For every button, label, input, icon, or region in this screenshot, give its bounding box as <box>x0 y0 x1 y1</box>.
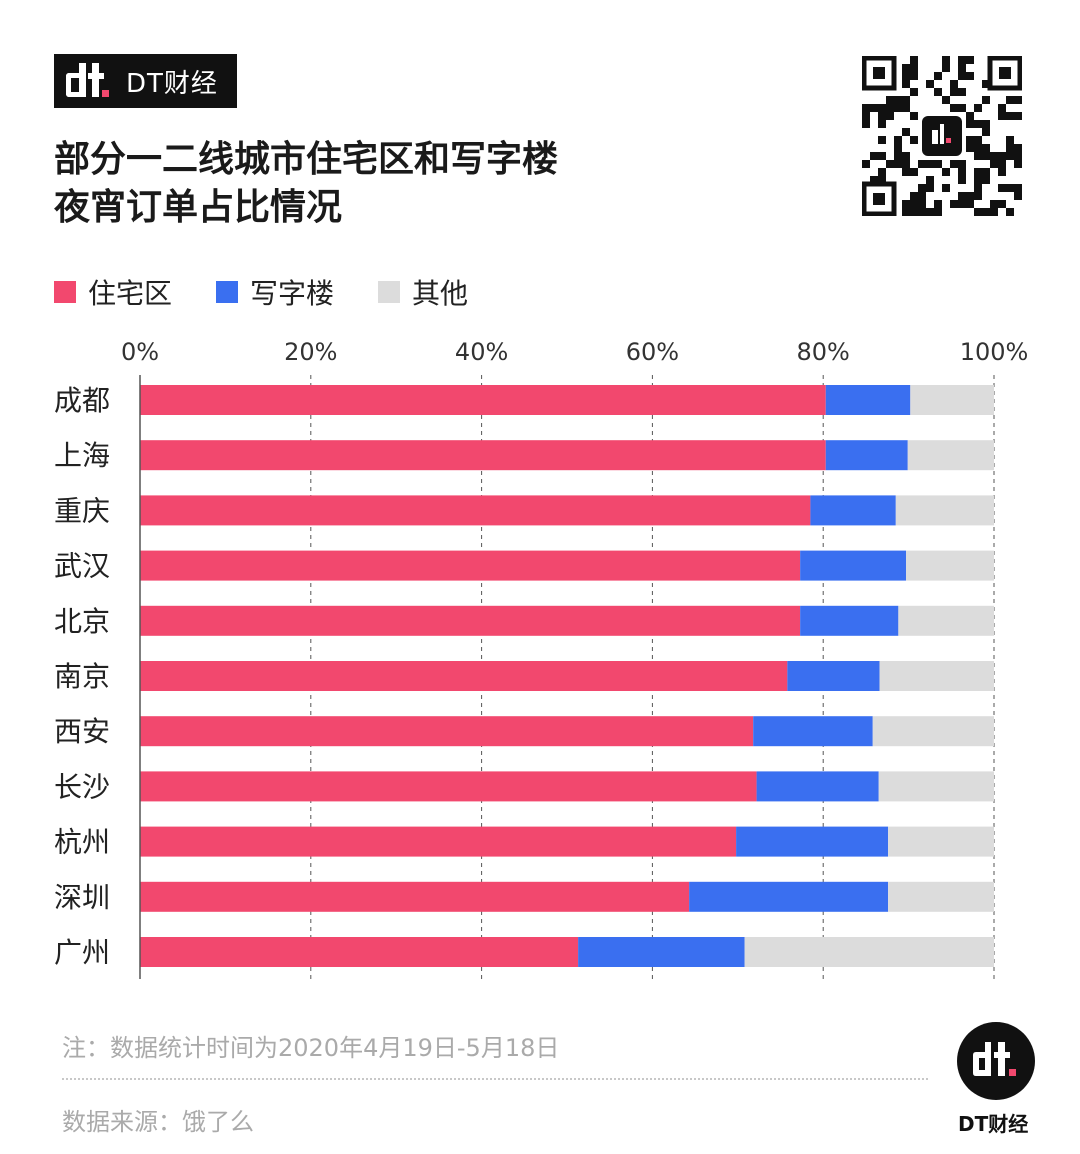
brand-badge: DT财经 <box>54 54 237 108</box>
bar-other <box>872 716 994 747</box>
chart-title: 部分一二线城市住宅区和写字楼 夜宵订单占比情况 <box>54 136 558 232</box>
category-label: 杭州 <box>54 826 110 859</box>
bar-other <box>906 550 994 581</box>
category-label: 武汉 <box>54 550 110 583</box>
logo-caption: DT财经 <box>958 1112 1029 1136</box>
bar-residential <box>140 771 757 802</box>
x-tick-label: 0% <box>121 338 159 366</box>
legend-swatch-other <box>378 281 401 303</box>
data-source: 数据来源：饿了么 <box>62 1108 254 1136</box>
bar-residential <box>140 440 826 471</box>
dt-circle-logo-icon <box>957 1022 1035 1100</box>
bar-other <box>895 495 994 526</box>
chart-title-line2: 夜宵订单占比情况 <box>54 187 343 228</box>
category-label: 重庆 <box>54 494 110 527</box>
bar-other <box>910 385 994 415</box>
legend-item-residential: 住宅区 <box>54 272 172 312</box>
bar-residential <box>140 716 754 747</box>
category-label: 深圳 <box>54 881 110 914</box>
legend-label-other: 其他 <box>412 277 469 310</box>
brand-name: DT财经 <box>126 68 218 99</box>
bar-other <box>888 826 994 857</box>
category-label: 成都 <box>54 384 110 417</box>
x-tick-label: 40% <box>455 338 508 366</box>
bar-office <box>825 385 911 415</box>
bar-other <box>744 937 994 967</box>
dt-logo-icon <box>66 63 116 99</box>
chart-title-line1: 部分一二线城市住宅区和写字楼 <box>54 139 559 180</box>
footer-divider <box>62 1078 928 1080</box>
bar-office <box>787 661 880 691</box>
bar-residential <box>140 385 826 415</box>
chart-legend: 住宅区 写字楼 其他 <box>54 272 512 312</box>
bar-office <box>800 550 907 581</box>
bar-other <box>898 605 994 636</box>
bar-office <box>736 826 889 857</box>
category-label: 上海 <box>54 439 110 472</box>
legend-item-office: 写字楼 <box>216 272 334 312</box>
bar-residential <box>140 826 737 857</box>
category-label: 广州 <box>54 936 110 969</box>
bar-residential <box>140 605 801 636</box>
bar-other <box>888 881 994 912</box>
bar-office <box>800 605 899 636</box>
x-tick-label: 100% <box>960 338 1029 366</box>
legend-label-residential: 住宅区 <box>88 277 173 310</box>
bar-office <box>753 716 873 747</box>
legend-label-office: 写字楼 <box>250 277 335 310</box>
bar-residential <box>140 937 579 967</box>
bar-other <box>907 440 994 471</box>
bar-residential <box>140 661 788 691</box>
bar-residential <box>140 881 690 912</box>
category-label: 长沙 <box>54 770 110 803</box>
bar-office <box>689 881 889 912</box>
x-tick-label: 60% <box>626 338 679 366</box>
footnote: 注：数据统计时间为2020年4月19日-5月18日 <box>62 1034 560 1062</box>
legend-item-other: 其他 <box>378 272 468 312</box>
bar-other <box>879 661 994 691</box>
x-tick-label: 80% <box>797 338 850 366</box>
category-label: 南京 <box>54 660 110 693</box>
bar-office <box>756 771 879 802</box>
qr-code-icon <box>862 56 1022 216</box>
category-label: 北京 <box>54 605 110 638</box>
bar-residential <box>140 550 801 581</box>
x-tick-label: 20% <box>284 338 337 366</box>
bar-office <box>825 440 908 471</box>
bar-office <box>578 937 745 967</box>
bar-residential <box>140 495 811 526</box>
legend-swatch-office <box>216 281 239 303</box>
bar-office <box>810 495 896 526</box>
bar-other <box>878 771 994 802</box>
category-label: 西安 <box>54 715 110 748</box>
legend-swatch-residential <box>54 281 76 303</box>
